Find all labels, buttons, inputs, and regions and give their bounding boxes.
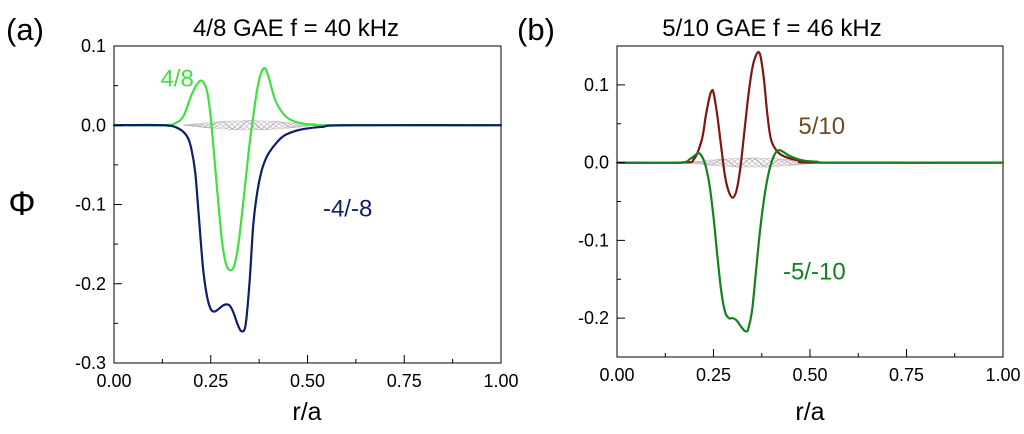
panel-a-ytick-label: 0.1 xyxy=(81,36,106,56)
panel-a-ylabel: Φ xyxy=(8,185,35,223)
panel-b-xlabel: r/a xyxy=(795,398,824,426)
panel-b-y-axis: 0.1 0.0 -0.1 -0.2 xyxy=(578,75,625,328)
panel-b-series-layer xyxy=(615,50,1005,333)
panel-a-series-layer xyxy=(112,66,503,333)
panel-a-noise-trace xyxy=(183,120,316,131)
panel-a-annotations: 4/8 -4/-8 xyxy=(160,65,372,222)
panel-b-xtick-label: 0.50 xyxy=(792,365,827,385)
panel-a-label: (a) xyxy=(6,12,44,47)
panel-b-series-annotation: -5/-10 xyxy=(783,258,846,285)
panel-a-ytick-label: -0.3 xyxy=(75,353,106,373)
panel-b: 0.00 0.25 0.50 0.75 1.00 0.1 0.0 -0.1 -0.2 5/10… xyxy=(517,12,1021,426)
panel-b-label: (b) xyxy=(517,12,555,47)
panel-a-noise-trace xyxy=(183,120,316,131)
panel-b-xtick-label: 0.00 xyxy=(599,365,634,385)
panel-b-noise-trace xyxy=(686,157,818,168)
panel-a-ytick-label: -0.1 xyxy=(75,195,106,215)
panel-a-series-line-4_8 xyxy=(112,66,503,272)
panel-a-series-annotation: -4/-8 xyxy=(323,195,372,222)
panel-b-xtick-label: 0.75 xyxy=(889,365,924,385)
panel-b-plot-frame xyxy=(616,45,1004,358)
panel-b-xtick-label: 0.25 xyxy=(696,365,731,385)
panel-a-y-axis: 0.1 0.0 -0.1 -0.2 -0.3 xyxy=(75,36,122,373)
panel-b-series-line-5_10 xyxy=(615,50,1005,199)
panel-a-x-axis: 0.00 0.25 0.50 0.75 1.00 xyxy=(96,355,519,391)
panel-a-plot-frame xyxy=(113,45,502,364)
panel-b-ytick-label: -0.2 xyxy=(578,308,609,328)
panel-a-xtick-label: 0.00 xyxy=(96,371,131,391)
panel-a-xtick-label: 0.25 xyxy=(193,371,228,391)
panel-a-xtick-label: 1.00 xyxy=(483,371,518,391)
panel-a-xlabel: r/a xyxy=(292,398,321,426)
panel-a-xtick-label: 0.75 xyxy=(387,371,422,391)
panel-b-ytick-label: -0.1 xyxy=(578,230,609,250)
panel-a: 0.00 0.25 0.50 0.75 1.00 0.10.0-0.1-0.2-0.3 … xyxy=(6,12,519,426)
panel-b-series-annotation: 5/10 xyxy=(798,113,845,140)
panel-b-title: 5/10 GAE f = 46 kHz xyxy=(662,15,881,42)
panel-b-ytick-label: 0.1 xyxy=(584,75,609,95)
panel-a-title: 4/8 GAE f = 40 kHz xyxy=(193,15,399,42)
panel-b-xtick-label: 1.00 xyxy=(985,365,1020,385)
panel-b-noise-trace xyxy=(686,157,818,168)
panel-a-ytick-label: -0.2 xyxy=(75,274,106,294)
panel-b-annotations: 5/10 -5/-10 xyxy=(783,113,846,285)
panel-b-x-axis: 0.00 0.25 0.50 0.75 1.00 xyxy=(599,349,1021,385)
panel-a-noise-traces xyxy=(183,120,316,131)
panel-a-ytick-label: 0.0 xyxy=(81,115,106,135)
panel-a-xtick-label: 0.50 xyxy=(290,371,325,391)
panel-a-series-line-_4_8 xyxy=(112,123,503,333)
panel-b-series-line-_5_10 xyxy=(615,149,1005,333)
panel-b-ytick-label: 0.0 xyxy=(584,153,609,173)
panel-a-series-annotation: 4/8 xyxy=(160,65,193,92)
panel-a-noise-trace xyxy=(183,120,316,131)
